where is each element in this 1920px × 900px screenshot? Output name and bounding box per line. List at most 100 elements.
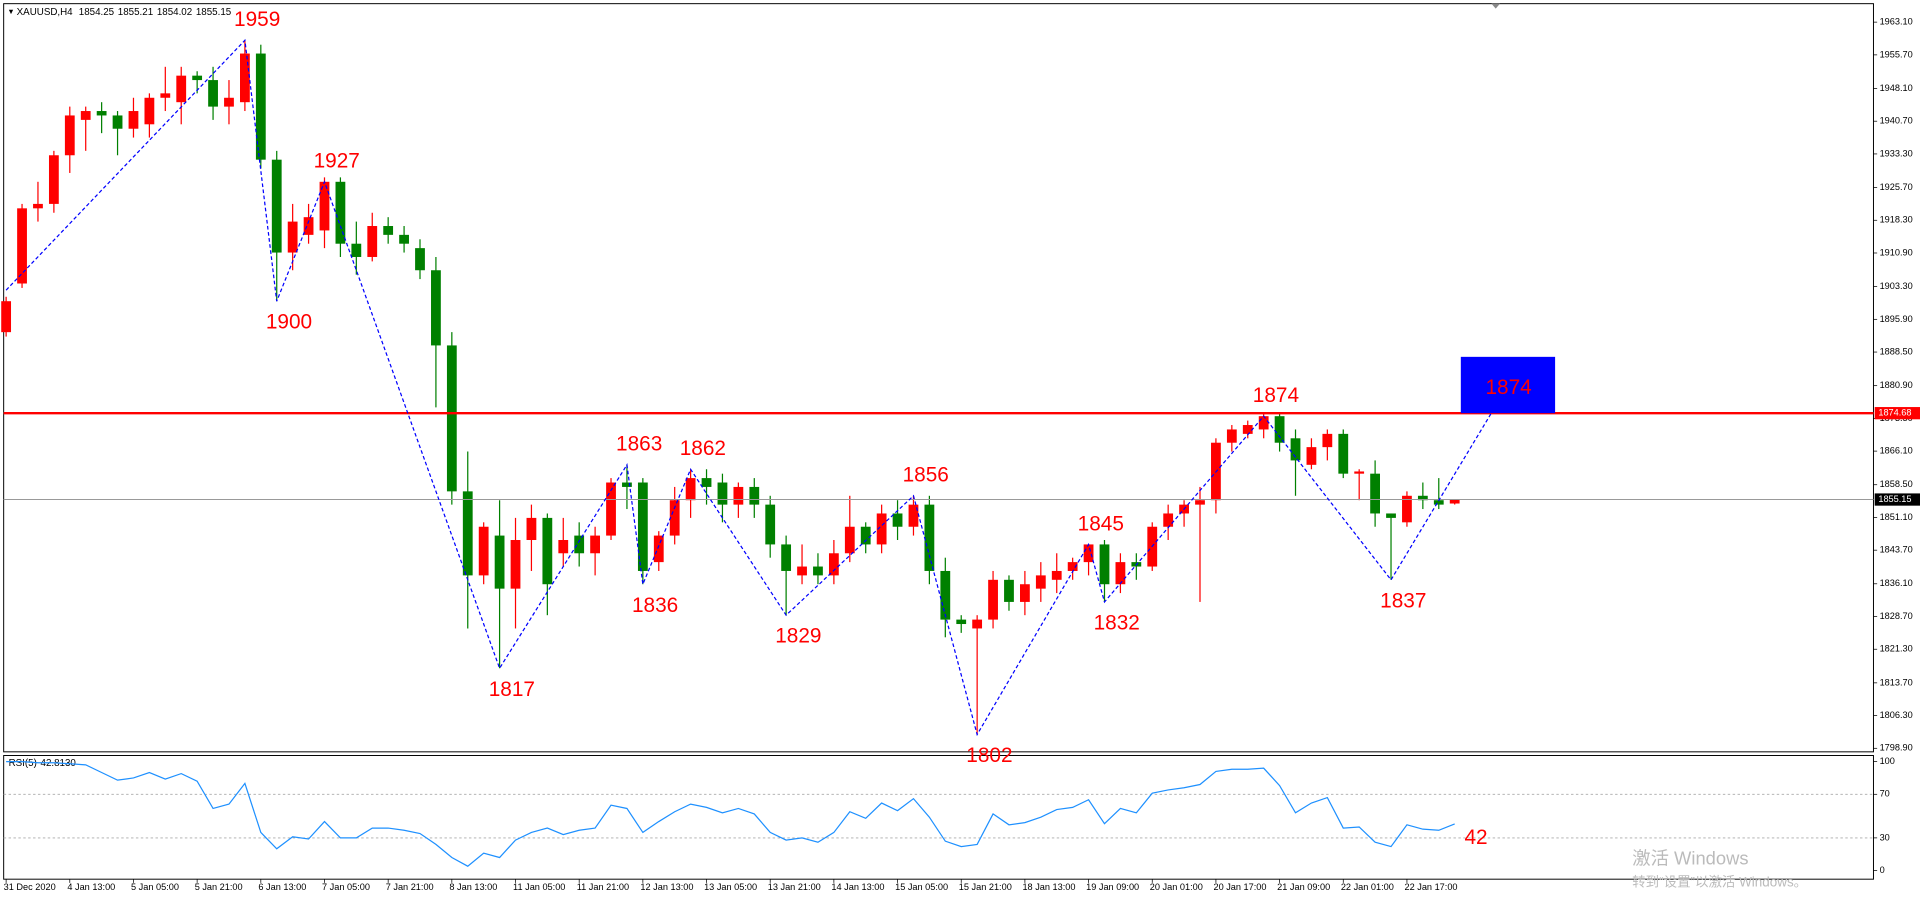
candle-body [542,517,553,585]
candle-body [240,53,250,103]
swing-label: 1837 [1380,589,1426,612]
candle-body [1322,433,1333,448]
level-label: 1874.68 [1878,408,1911,418]
candle-body [1370,473,1381,514]
x-tick-label: 31 Dec 2020 [4,882,56,892]
candle-body [860,526,871,545]
candle-body [478,526,489,576]
candle-body [431,270,441,346]
candle-body [972,619,983,629]
candle-body [112,115,123,129]
candle-body [908,504,919,527]
candle-body [1226,429,1237,443]
candle-body [271,159,282,253]
y-tick-label: 1851.10 [1880,512,1913,522]
candle-body [1433,500,1444,505]
rsi-tick-label: 30 [1880,832,1890,842]
swing-label: 1900 [266,311,312,334]
ohlc-high: 1855.21 [118,7,153,18]
candle-body [622,482,632,487]
candle-body [462,491,473,576]
candle-body [1020,584,1030,602]
candle-body [1449,499,1460,504]
swing-label: 1817 [489,678,535,701]
x-tick-label: 7 Jan 21:00 [386,882,434,892]
candle-body [1035,575,1046,589]
candle-body [924,504,935,571]
bid-label: 1855.15 [1878,494,1911,504]
candle-body [1115,562,1126,585]
watermark-title: 激活 Windows [1632,847,1748,868]
candle-body [303,217,314,235]
candle-body [446,345,457,492]
candle-body [1306,447,1317,465]
ohlc-low: 1854.02 [157,7,192,18]
candle-body [1004,579,1014,602]
x-tick-label: 5 Jan 05:00 [131,882,179,892]
candle-body [701,478,712,487]
candle-body [510,540,521,589]
x-tick-label: 19 Jan 09:00 [1086,882,1139,892]
x-tick-label: 11 Jan 05:00 [513,882,565,892]
x-tick-label: 14 Jan 13:00 [831,882,884,892]
swing-label: 1959 [234,8,280,31]
candle-body [367,226,378,257]
x-tick-label: 5 Jan 21:00 [195,882,243,892]
candle-body [1242,425,1253,434]
candle-body [1417,495,1428,501]
candle-body [685,478,696,501]
candle-body [1099,544,1110,585]
y-tick-label: 1858.50 [1880,479,1913,489]
x-tick-label: 7 Jan 05:00 [322,882,370,892]
candle-body [1195,500,1205,505]
y-tick-label: 1895.90 [1880,314,1913,324]
candle-body [988,579,998,620]
rsi-panel [3,755,1874,880]
candle-body [160,93,171,98]
x-tick-label: 11 Jan 21:00 [577,882,629,892]
candle-body [765,504,776,545]
candle-body [1290,438,1301,461]
x-tick-label: 20 Jan 17:00 [1213,882,1266,892]
candle-body [494,535,505,589]
candle-body [956,619,967,625]
swing-label: 1836 [632,594,678,617]
y-tick-label: 1828.70 [1880,611,1913,621]
swing-label: 1829 [775,625,821,648]
candle-body [669,500,680,536]
chart-root: ▼ XAUUSD,H4 1854.25 1855.21 1854.02 1855.15 … [1,3,1920,892]
y-tick-label: 1813.70 [1880,677,1913,687]
x-tick-label: 8 Jan 13:00 [449,882,497,892]
candle-body [1,301,12,333]
y-tick-label: 1806.30 [1880,710,1913,720]
y-tick-label: 1836.10 [1880,578,1913,588]
target-label: 1874 [1485,376,1531,399]
candle-body [1083,544,1094,563]
candle-body [144,97,155,125]
y-tick-label: 1903.30 [1880,281,1913,291]
shift-marker [1491,3,1501,9]
level-label-bg [1874,407,1920,420]
candle-body [17,208,27,284]
y-tick-label: 1843.70 [1880,545,1913,555]
x-tick-label: 22 Jan 01:00 [1341,882,1394,892]
candle-body [176,75,187,103]
candle-body [399,234,409,244]
candle-body [1051,570,1062,580]
candle-body [1067,562,1078,571]
candle-body [64,115,75,156]
candle-body [351,243,362,257]
rsi-tick-label: 0 [1880,865,1885,875]
candle-body [1163,513,1174,527]
y-tick-label: 1798.90 [1880,743,1913,753]
swing-label: 1927 [314,150,360,173]
target-box [1460,356,1556,414]
bid-label-bg [1874,493,1920,506]
candle-body [876,513,887,545]
swing-label: 1874 [1253,384,1299,407]
candle-body [653,535,664,563]
swing-label: 1802 [966,744,1012,767]
x-tick-label: 22 Jan 17:00 [1404,882,1457,892]
